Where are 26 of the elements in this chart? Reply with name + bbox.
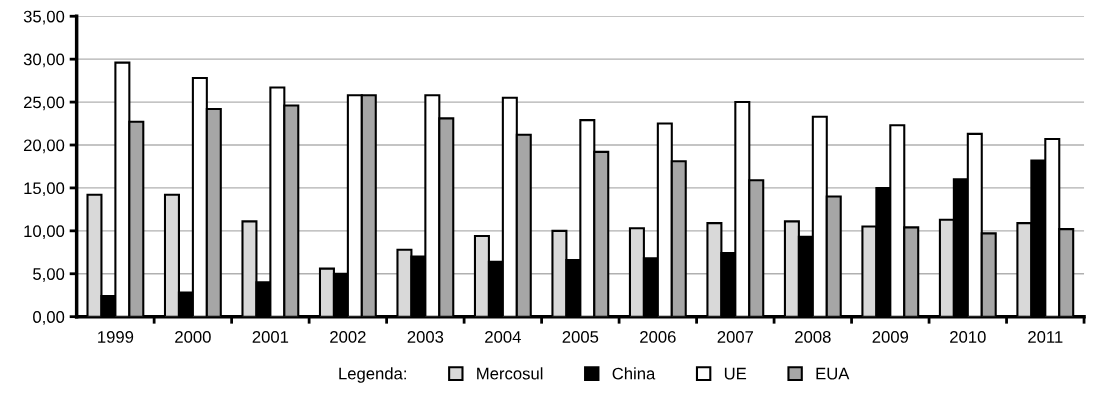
y-tick-label: 25,00	[23, 96, 65, 111]
x-tick-label: 2011	[1028, 331, 1063, 343]
x-tick-label: 2001	[252, 331, 289, 343]
y-tick-label: 5,00	[33, 268, 65, 282]
x-tick-label: 2007	[717, 331, 754, 343]
x-tick-label: 2003	[407, 331, 444, 343]
legend-title: Legenda:	[339, 367, 406, 383]
legend-label: UE	[724, 367, 747, 380]
x-tick-label: 2000	[175, 331, 211, 343]
legend-label: China	[612, 367, 656, 380]
x-tick-label: 2002	[330, 331, 366, 343]
y-tick-label: 30,00	[23, 53, 65, 68]
legend-label: Mercosul	[477, 367, 543, 380]
x-tick-label: 1999	[98, 331, 134, 343]
x-tick-label: 2005	[562, 331, 599, 343]
y-tick-label: 0,00	[33, 311, 65, 325]
x-tick-label: 2010	[950, 331, 986, 343]
y-tick-label: 20,00	[23, 139, 65, 154]
x-tick-label: 2006	[640, 331, 676, 343]
y-tick-label: 15,00	[24, 182, 65, 197]
legend-label: EUA	[816, 367, 850, 380]
x-tick-label: 2004	[485, 331, 521, 343]
y-tick-label: 35,00	[23, 10, 65, 25]
x-tick-label: 2008	[795, 331, 831, 343]
y-tick-label: 10,00	[24, 225, 65, 240]
x-tick-label: 2009	[872, 331, 909, 343]
